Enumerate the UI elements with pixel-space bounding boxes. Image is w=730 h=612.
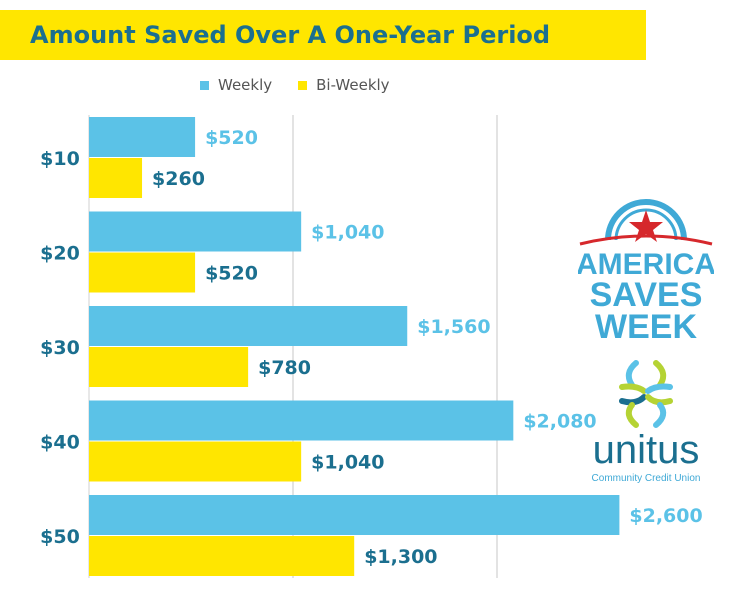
bar-weekly [89,495,620,535]
legend: Weekly Bi-Weekly [200,76,416,94]
legend-swatch-biweekly [298,80,308,90]
logo-line-america: AMERICA [578,248,714,281]
data-label-biweekly: $520 [205,263,258,285]
bar-weekly [89,306,408,346]
logo-swoosh [579,234,713,246]
data-label-biweekly: $780 [258,357,311,379]
category-label: $30 [40,337,80,359]
data-label-biweekly: $1,300 [364,546,437,568]
unitus-tagline: Community Credit Union [592,473,701,484]
bar-biweekly [89,536,355,576]
legend-label-weekly: Weekly [218,76,273,94]
unitus-logo: unitus Community Credit Union [592,360,701,484]
unitus-wordmark: unitus [593,428,700,472]
data-label-weekly: $1,560 [417,316,490,338]
data-label-biweekly: $1,040 [311,452,384,474]
category-label: $20 [40,243,80,265]
chart-title: Amount Saved Over A One-Year Period [30,21,551,49]
america-saves-week-logo: AMERICA SAVES WEEK [578,199,714,342]
bar-weekly [89,117,196,157]
category-label: $10 [40,148,80,170]
legend-swatch-weekly [200,80,209,90]
star-icon [629,210,663,242]
bar-biweekly [89,158,143,198]
data-label-biweekly: $260 [152,168,205,190]
bar-biweekly [89,441,302,482]
title-banner: Amount Saved Over A One-Year Period [0,10,646,60]
logo-arc-outer [605,199,687,241]
category-label: $50 [40,526,80,548]
logo-line-week: WEEK [595,308,697,342]
data-label-weekly: $520 [205,127,258,149]
bar-weekly [89,400,514,441]
data-label-weekly: $2,080 [523,411,596,433]
unitus-emblem-icon [619,360,673,428]
bar-biweekly [89,347,249,387]
legend-item-weekly: Weekly [200,76,272,94]
bar-weekly [89,211,302,252]
bar-biweekly [89,252,196,293]
data-label-weekly: $2,600 [629,505,702,527]
data-label-weekly: $1,040 [311,222,384,244]
legend-label-biweekly: Bi-Weekly [316,76,390,94]
logo-line-saves: SAVES [590,276,703,314]
category-label: $40 [40,432,80,454]
legend-item-biweekly: Bi-Weekly [298,76,390,94]
